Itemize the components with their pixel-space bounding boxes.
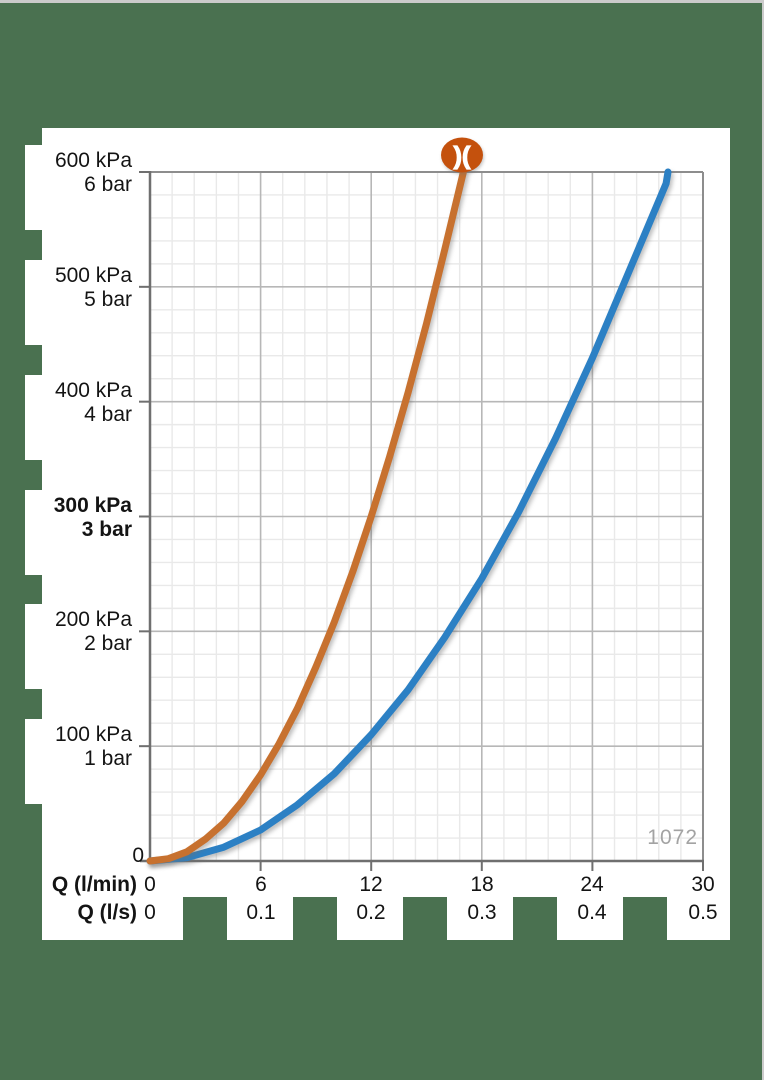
y-tick-bar: 1 bar — [84, 746, 132, 770]
x-label-block — [42, 895, 183, 940]
x-label-block — [227, 895, 293, 940]
brand-logo: )( — [441, 137, 483, 173]
y-label-block — [25, 375, 65, 460]
x-tick-ls: 0 — [144, 901, 156, 924]
x-label-block — [337, 895, 403, 940]
axis-tick-marks — [139, 171, 704, 871]
y-axis-tick-label: 300 kPa 3 bar — [20, 494, 132, 541]
x-tick-lmin: 18 — [470, 873, 494, 896]
x-label-block — [447, 895, 513, 940]
brand-logo-ellipse — [441, 137, 483, 173]
y-label-block — [25, 490, 65, 575]
brand-logo-glyph: )( — [454, 142, 471, 170]
y-tick-bar: 3 bar — [81, 517, 132, 541]
x-tick-ls: 0.3 — [467, 901, 497, 924]
y-tick-bar: 2 bar — [84, 631, 132, 655]
y-label-block — [25, 145, 65, 230]
x-tick-ls: 0.5 — [688, 901, 718, 924]
x-tick-lmin: 6 — [255, 873, 267, 896]
x-axis-header-lmin: Q (l/min) — [51, 873, 137, 896]
y-tick-kpa: 300 kPa — [53, 494, 132, 517]
window-right-edge — [762, 0, 764, 1080]
x-tick-lmin: 12 — [359, 873, 383, 896]
curve-orange — [146, 168, 467, 865]
y-label-block — [25, 604, 65, 689]
y-tick-bar: 6 bar — [84, 172, 132, 196]
y-label-block — [25, 260, 65, 345]
x-label-block — [557, 895, 623, 940]
y-axis-tick-label: 200 kPa 2 bar — [20, 608, 132, 655]
y-axis-tick-label: 400 kPa 4 bar — [20, 379, 132, 426]
y-tick-kpa: 500 kPa — [54, 264, 132, 287]
y-axis-tick-label: 500 kPa 5 bar — [20, 264, 132, 311]
flow-curves — [146, 168, 672, 865]
y-label-block — [25, 719, 65, 804]
y-tick-kpa: 200 kPa — [54, 608, 132, 631]
window-top-edge — [0, 0, 764, 3]
x-tick-ls: 0.2 — [356, 901, 386, 924]
y-tick-bar: 4 bar — [84, 402, 132, 426]
grid-major-lines — [150, 172, 703, 861]
x-tick-lmin: 30 — [691, 873, 715, 896]
x-axis-header-ls: Q (l/s) — [77, 901, 137, 924]
y-tick-kpa: 100 kPa — [54, 723, 132, 746]
y-axis-tick-label: 600 kPa 6 bar — [20, 149, 132, 196]
curve-blue — [146, 168, 672, 865]
y-axis-tick-label: 100 kPa 1 bar — [20, 723, 132, 770]
y-axis-origin-label: 0 — [132, 844, 144, 867]
x-tick-lmin: 0 — [144, 873, 156, 896]
x-tick-lmin: 24 — [580, 873, 604, 896]
x-tick-ls: 0.1 — [246, 901, 276, 924]
figure-number: 1072 — [647, 826, 698, 849]
y-tick-kpa: 600 kPa — [54, 149, 132, 172]
y-tick-bar: 5 bar — [84, 287, 132, 311]
x-label-block — [667, 895, 730, 940]
y-tick-kpa: 400 kPa — [54, 379, 132, 402]
x-tick-ls: 0.4 — [577, 901, 607, 924]
